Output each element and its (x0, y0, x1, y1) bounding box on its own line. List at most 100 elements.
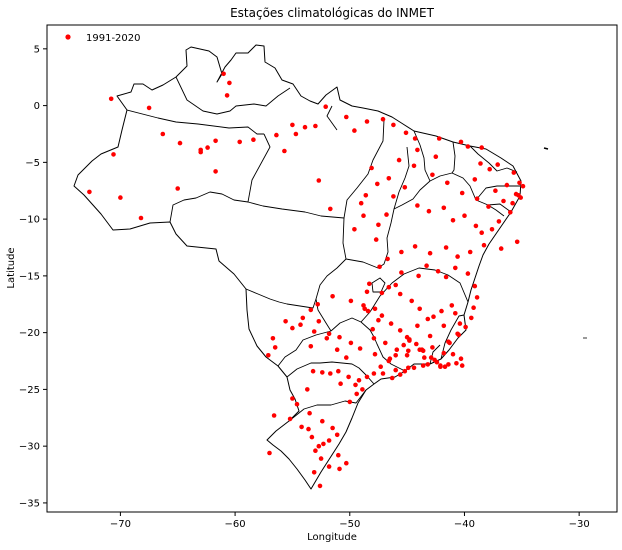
data-point (311, 470, 317, 475)
data-point (516, 193, 521, 198)
data-point (406, 365, 411, 371)
data-point (118, 195, 123, 200)
data-point (430, 172, 435, 178)
data-point (458, 139, 464, 145)
data-point (412, 136, 418, 141)
data-point (412, 244, 418, 249)
state-border (175, 76, 291, 115)
data-point (326, 331, 332, 337)
data-point (160, 131, 166, 137)
legend: 1991-2020 (65, 33, 141, 44)
data-point (352, 128, 357, 133)
data-point (344, 355, 349, 360)
data-point (367, 281, 372, 287)
data-point (360, 387, 365, 392)
data-point (290, 122, 295, 128)
data-point (433, 154, 439, 159)
data-point (501, 198, 506, 204)
data-point (330, 294, 335, 299)
data-point (321, 441, 326, 447)
data-point (495, 162, 501, 167)
x-tick-label: −40 (454, 519, 475, 530)
legend-marker (65, 34, 71, 40)
data-point (315, 302, 321, 307)
data-point (508, 210, 513, 215)
data-point (459, 363, 465, 368)
data-point (439, 308, 444, 314)
data-point (347, 399, 353, 405)
data-point (311, 329, 317, 334)
data-point (205, 145, 210, 150)
data-point (449, 303, 455, 308)
state-border (469, 145, 518, 173)
data-point (441, 323, 447, 329)
data-point (385, 256, 390, 262)
data-point (453, 265, 458, 271)
state-border (126, 109, 264, 135)
state-border (413, 130, 431, 182)
data-point (310, 368, 316, 374)
data-point (224, 93, 230, 98)
state-border (440, 314, 465, 360)
data-point (386, 284, 392, 290)
data-point (411, 365, 417, 371)
state-border (315, 217, 347, 332)
data-point (455, 254, 460, 259)
state-border (371, 277, 386, 293)
data-point (396, 157, 402, 163)
data-point (320, 370, 325, 375)
y-tick-label: 0 (34, 101, 40, 112)
data-point (431, 314, 436, 320)
data-point (389, 375, 395, 381)
state-border (169, 133, 271, 223)
data-point (514, 239, 520, 245)
state-border (277, 330, 332, 367)
data-point (316, 319, 322, 324)
data-point (386, 176, 392, 181)
x-tick-label: −30 (569, 519, 590, 530)
data-point (376, 317, 381, 323)
data-point (324, 336, 330, 341)
data-point (442, 364, 448, 370)
data-point (393, 367, 399, 373)
data-point (138, 215, 144, 221)
data-point (430, 345, 435, 350)
data-point (399, 270, 404, 275)
data-point (445, 180, 450, 186)
data-point (409, 298, 415, 304)
data-point (436, 136, 442, 141)
data-point (338, 381, 343, 387)
data-point (481, 242, 487, 248)
data-point (402, 185, 408, 190)
data-point (397, 291, 403, 297)
data-point (146, 105, 152, 111)
data-point (397, 372, 403, 377)
data-point (282, 148, 287, 154)
data-point (227, 80, 232, 86)
data-point (376, 222, 381, 228)
data-point (363, 193, 369, 198)
data-point (362, 306, 368, 312)
data-point (287, 416, 293, 422)
data-point (271, 413, 277, 418)
data-point (457, 321, 463, 326)
data-point (414, 341, 419, 347)
data-point (416, 273, 421, 279)
data-point (446, 362, 451, 367)
data-point (336, 368, 341, 374)
data-point (375, 181, 380, 187)
data-point (479, 145, 485, 150)
data-point (474, 196, 480, 201)
data-point (399, 249, 404, 255)
data-point (459, 190, 465, 196)
state-border (286, 361, 375, 385)
data-point (415, 323, 420, 329)
data-point (435, 269, 441, 274)
data-point (364, 374, 370, 380)
data-point (467, 249, 473, 255)
data-point (344, 460, 349, 466)
data-point (328, 371, 333, 376)
data-point (356, 378, 362, 383)
data-point (454, 361, 459, 366)
data-point (463, 324, 468, 330)
